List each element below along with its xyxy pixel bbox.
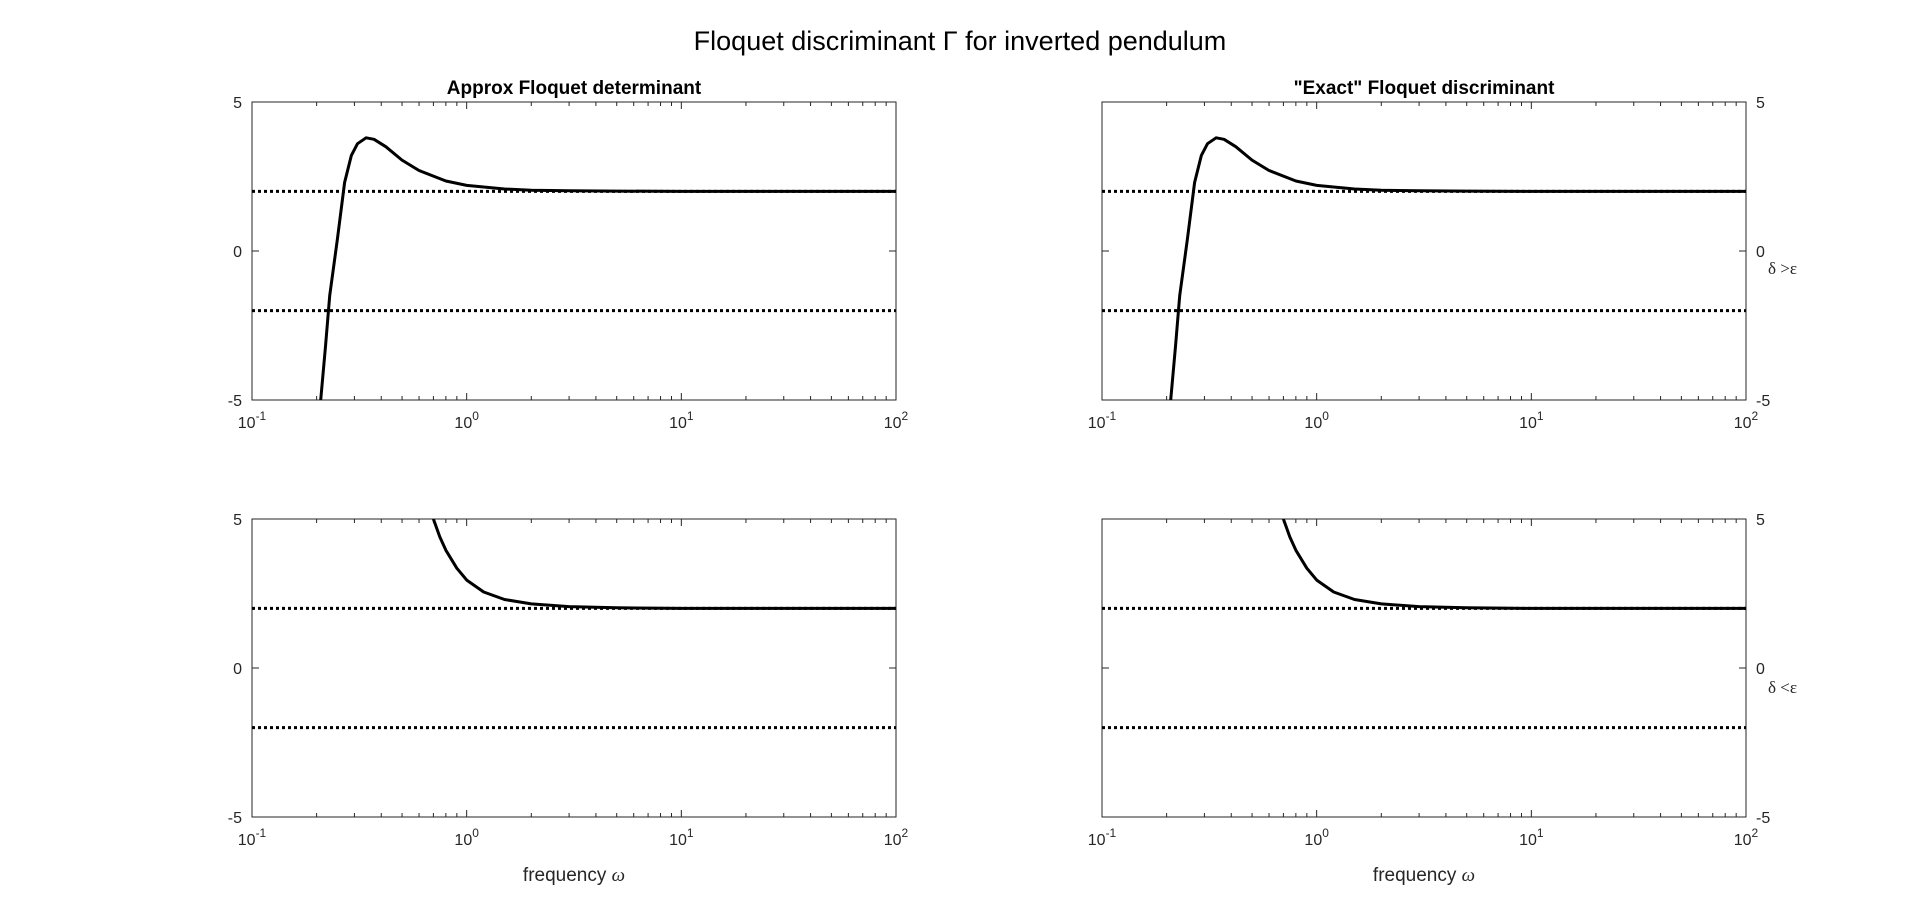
x-tick-label: 100: [454, 409, 479, 432]
x-tick-label: 102: [884, 826, 909, 849]
y-tick-label: 0: [233, 244, 242, 261]
row-label-top: δ >ε: [1768, 259, 1797, 278]
x-tick-label: 10-1: [1088, 826, 1117, 849]
x-axis-label: frequency ω: [1373, 865, 1475, 886]
y-tick-marks: [1102, 518, 1746, 818]
x-tick-marks: [251, 102, 887, 400]
y-tick-label: 5: [1756, 95, 1765, 112]
y-tick-label: 5: [233, 95, 242, 112]
y-tick-label: -5: [1756, 810, 1770, 827]
x-tick-label: 100: [1304, 826, 1329, 849]
x-tick-marks: [251, 519, 887, 817]
subplot-title: "Exact" Floquet discriminant: [1294, 78, 1556, 99]
x-tick-label: 101: [669, 409, 694, 432]
y-tick-label: 0: [1756, 661, 1765, 678]
x-tick-label: 100: [1304, 409, 1329, 432]
y-tick-label: 5: [1756, 512, 1765, 529]
x-tick-label: 101: [1519, 826, 1544, 849]
discriminant-curve: [319, 136, 896, 400]
subplot-1: 10-1 100 101 102 -5 0 5 Approx Floquet determin…: [228, 78, 909, 432]
x-tick-marks: [1101, 519, 1737, 817]
x-tick-label: 10-1: [238, 826, 267, 849]
x-tick-label: 100: [454, 826, 479, 849]
y-tick-marks: [252, 101, 896, 401]
axes-box: [1101, 518, 1747, 818]
x-tick-label: 101: [1519, 409, 1544, 432]
y-tick-marks: [1102, 101, 1746, 401]
y-tick-label: -5: [1756, 393, 1770, 410]
x-tick-label: 102: [884, 409, 909, 432]
x-tick-label: 102: [1734, 409, 1759, 432]
y-tick-label: -5: [228, 393, 242, 410]
row-label-bottom: δ <ε: [1768, 678, 1797, 697]
x-tick-label: 10-1: [1088, 409, 1117, 432]
y-tick-label: 0: [233, 661, 242, 678]
subplot-4: 10-1 100 101 102-5 0 5 frequency ω: [1088, 512, 1771, 886]
axes-box: [251, 101, 897, 401]
subplot-2: 10-1 100 101 102-5 0 5 "Exact" Floquet discrim…: [1088, 78, 1771, 432]
axes-box: [251, 518, 897, 818]
x-axis-label: frequency ω: [523, 865, 625, 886]
y-tick-label: -5: [228, 810, 242, 827]
discriminant-curve: [1281, 519, 1746, 610]
x-tick-marks: [1101, 102, 1737, 400]
y-tick-marks: [252, 518, 896, 818]
discriminant-curve: [431, 519, 896, 610]
subplot-3: 10-1 100 101 102 -5 0 5 frequency ω: [228, 512, 909, 886]
discriminant-curve: [1169, 136, 1746, 400]
y-tick-label: 5: [233, 512, 242, 529]
x-tick-label: 102: [1734, 826, 1759, 849]
figure-title: Floquet discriminant Γ for inverted pend…: [694, 26, 1227, 56]
subplot-title: Approx Floquet determinant: [447, 78, 702, 99]
x-tick-label: 101: [669, 826, 694, 849]
y-tick-label: 0: [1756, 244, 1765, 261]
x-tick-label: 10-1: [238, 409, 267, 432]
axes-box: [1101, 101, 1747, 401]
